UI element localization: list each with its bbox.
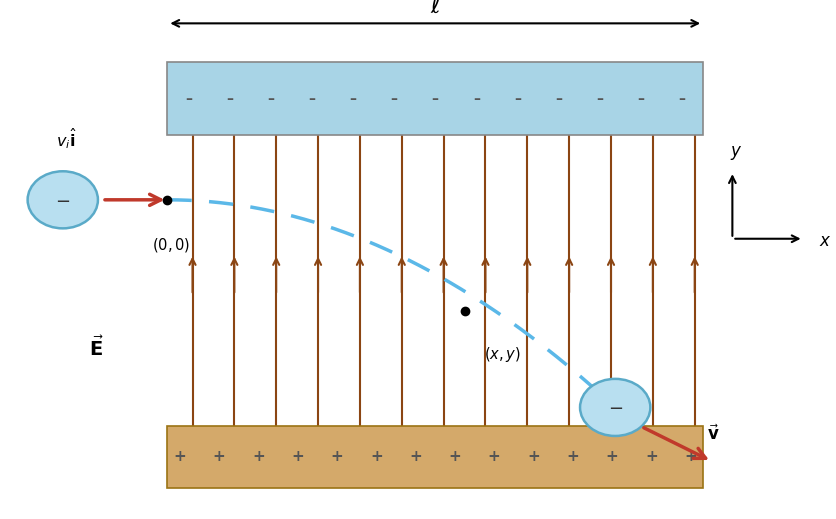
Text: –: –: [472, 92, 479, 105]
Text: –: –: [637, 92, 644, 105]
Text: $(x, y)$: $(x, y)$: [483, 345, 520, 364]
Text: +: +: [448, 449, 461, 464]
Text: +: +: [370, 449, 382, 464]
Text: $\vec{\mathbf{v}}$: $\vec{\mathbf{v}}$: [706, 425, 718, 444]
Text: $-$: $-$: [607, 399, 622, 416]
Text: –: –: [554, 92, 562, 105]
Bar: [167, 426, 702, 488]
Text: –: –: [513, 92, 521, 105]
Text: $v_i\hat{\mathbf{i}}$: $v_i\hat{\mathbf{i}}$: [56, 126, 78, 151]
Text: –: –: [185, 92, 191, 105]
Text: +: +: [212, 449, 226, 464]
Text: +: +: [252, 449, 264, 464]
Text: –: –: [267, 92, 274, 105]
Text: +: +: [683, 449, 696, 464]
Text: –: –: [226, 92, 232, 105]
Text: $x$: $x$: [818, 233, 830, 250]
Text: +: +: [644, 449, 657, 464]
Text: +: +: [409, 449, 421, 464]
Text: +: +: [566, 449, 579, 464]
Text: $\vec{\mathbf{E}}$: $\vec{\mathbf{E}}$: [89, 336, 104, 360]
Text: +: +: [487, 449, 500, 464]
Text: +: +: [527, 449, 539, 464]
Bar: [167, 62, 702, 135]
Text: +: +: [605, 449, 618, 464]
Text: –: –: [308, 92, 315, 105]
Text: $(0, 0)$: $(0, 0)$: [152, 236, 191, 254]
Text: –: –: [678, 92, 685, 105]
Text: +: +: [173, 449, 186, 464]
Text: –: –: [431, 92, 438, 105]
Text: ℓ: ℓ: [430, 0, 440, 18]
Text: $-$: $-$: [55, 191, 70, 209]
Text: +: +: [291, 449, 303, 464]
Text: –: –: [349, 92, 356, 105]
Ellipse shape: [579, 379, 650, 436]
Text: +: +: [330, 449, 343, 464]
Text: $y$: $y$: [730, 144, 742, 162]
Text: –: –: [390, 92, 397, 105]
Text: –: –: [595, 92, 603, 105]
Ellipse shape: [28, 171, 98, 228]
